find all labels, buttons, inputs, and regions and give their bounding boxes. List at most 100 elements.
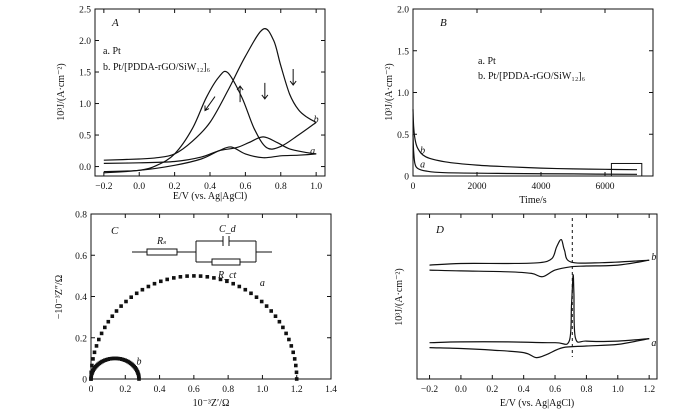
- panel-c-point-a: [254, 295, 259, 299]
- panel-c-point-a: [192, 274, 196, 278]
- panel-d-xtick-label: 1.2: [643, 385, 655, 395]
- equivalent-circuit: [132, 236, 272, 266]
- panel-d-series-a-cathodic: [429, 338, 650, 359]
- panel-c-xtick-label: 0.2: [119, 385, 131, 395]
- panel-c-xtick-label: 1.2: [291, 385, 303, 395]
- panel-c-point-a: [114, 309, 119, 313]
- panel-c-point-a: [231, 281, 235, 286]
- panel-a-ylabel: 10³J/(A·cm⁻²): [56, 63, 67, 120]
- panel-c-xtick-label: 0.6: [188, 385, 200, 395]
- panel-a-frame: [94, 8, 326, 177]
- panel-c-xlabel: 10⁻³Z′/Ω: [193, 398, 230, 409]
- panel-d-xlabel: E/V (vs. Ag|AgCl): [500, 398, 574, 409]
- panel-c-ytick-label: 0.8: [75, 211, 87, 221]
- panel-b-legend-b: b. Pt/[PDDA-rGO/SiW₁₂]₆: [478, 71, 586, 82]
- panel-c-point-a: [243, 287, 248, 292]
- panel-a-series-a-cathodic: [103, 146, 317, 173]
- panel-b-xtick-label: 6000: [596, 182, 615, 192]
- panel-a-xtick-label: −0.2: [95, 182, 112, 192]
- panel-c-point-a: [294, 370, 299, 375]
- panel-c-point-a: [284, 331, 288, 336]
- panel-a-xtick-label: 0.8: [275, 182, 287, 192]
- circuit-rs-resistor: [146, 248, 178, 256]
- panel-c-point-a: [287, 337, 291, 342]
- panel-a-xtick-label: 0.6: [239, 182, 251, 192]
- panel-c-point-a: [205, 275, 210, 279]
- panel-b-ytick-label: 1.0: [397, 89, 409, 99]
- panel-c-curve-label-b: b: [137, 357, 142, 368]
- panel-c-xtick-label: 1.0: [256, 385, 268, 395]
- panel-b-ytick-label: 1.5: [397, 47, 409, 57]
- panel-c-curve-label-a: a: [260, 278, 265, 289]
- panel-c-point-a: [294, 377, 299, 381]
- panel-b-zoom-box: [610, 162, 643, 177]
- panel-c-point-a: [129, 295, 133, 299]
- panel-c-ytick-label: 0.4: [75, 293, 87, 303]
- panel-b-ytick-label: 2.0: [397, 6, 409, 16]
- panel-a: A a. Pt b. Pt/[PDDA-rGO/SiW₁₂]₆ −0.2 0.0 0…: [56, 6, 326, 202]
- panel-c-point-a: [273, 314, 278, 318]
- panel-a-scan-arrow: [289, 69, 297, 86]
- panel-d-curves: [429, 218, 650, 359]
- panel-a-ytick-label: 1.0: [79, 100, 91, 110]
- panel-c-curves: [89, 274, 299, 381]
- panel-b-xtick-label: 2000: [468, 182, 487, 192]
- panel-c-point-a: [110, 314, 115, 318]
- panel-c-point-a: [146, 284, 151, 289]
- panel-b-ytick-label: 0: [404, 173, 409, 183]
- panel-d-frame: [416, 213, 658, 380]
- panel-c-point-a: [291, 350, 295, 355]
- panel-c-point-a: [91, 357, 95, 361]
- panel-a-scan-arrow: [236, 85, 244, 103]
- panel-c-point-a: [134, 291, 139, 296]
- panel-b-legend-a: a. Pt: [478, 56, 496, 67]
- panel-c-point-a: [225, 279, 229, 284]
- panel-c-point-a: [212, 276, 216, 280]
- panel-a-legend-a: a. Pt: [103, 46, 121, 57]
- panel-a-ytick-label: 0.5: [79, 132, 91, 142]
- panel-b-curve-label-b: b: [420, 145, 425, 156]
- panel-b: B a. Pt b. Pt/[PDDA-rGO/SiW₁₂]₆ 0 2000 400…: [384, 6, 654, 206]
- panel-d-curve-label-a: a: [651, 338, 656, 349]
- panel-d-ylabel: 10³J/(A·cm⁻²): [394, 268, 405, 325]
- panel-c-frame: [90, 213, 332, 380]
- panel-c-point-a: [178, 275, 183, 279]
- panel-a-ytick-label: 0.0: [79, 163, 91, 173]
- panel-a-curve-labels: ab: [310, 114, 319, 157]
- panel-b-xtick-label: 0: [411, 182, 416, 192]
- panel-c-point-a: [99, 331, 104, 336]
- circuit-rct-label: R_ct: [217, 270, 237, 281]
- panel-a-ytick-label: 1.5: [79, 69, 91, 79]
- panel-c-point-a: [140, 287, 145, 292]
- panel-c-point-a: [124, 299, 128, 304]
- panel-d-xtick-label: 0.4: [518, 385, 530, 395]
- panel-a-ticks: −0.2 0.0 0.2 0.4 0.6 0.8 1.0 0.0 0.5 1.0 1.5 2.0 2.5: [79, 6, 325, 192]
- panel-a-xtick-label: 1.0: [310, 182, 322, 192]
- panel-a-series-b-cathodic: [103, 70, 317, 174]
- panel-b-series-b: [412, 109, 638, 171]
- circuit-rct-resistor: [211, 258, 241, 266]
- panel-c-ytick-label: 0: [82, 376, 87, 386]
- panel-b-curves: [412, 109, 643, 177]
- panel-a-series-a-anodic: [103, 136, 317, 164]
- panel-d: D −0.2 0.0 0.2 0.4 0.6 0.8 1.0 1.2 ba E/V (vs. …: [394, 213, 658, 409]
- panel-c-ytick-label: 0.2: [75, 334, 87, 344]
- panel-a-legend-b: b. Pt/[PDDA-rGO/SiW₁₂]₆: [103, 62, 211, 73]
- circuit-rs-label: Rₛ: [156, 236, 166, 247]
- panel-c-point-a: [172, 276, 176, 280]
- panel-d-xtick-label: −0.2: [421, 385, 438, 395]
- panel-c-letter: C: [111, 225, 119, 237]
- panel-c-point-a: [94, 344, 99, 348]
- panel-d-series-a-anodic: [429, 274, 650, 345]
- panel-c-point-b: [137, 377, 141, 381]
- panel-c-ticks: 0 0.2 0.4 0.6 0.8 1.0 1.2 1.4 0 0.2 0.4 0.6 0.8: [75, 211, 337, 396]
- panel-c-point-a: [281, 325, 285, 330]
- panel-c-point-a: [289, 344, 294, 348]
- panel-d-xtick-label: 0.0: [455, 385, 467, 395]
- panel-a-xtick-label: 0.2: [169, 182, 181, 192]
- panel-c-point-a: [90, 363, 94, 368]
- panel-c-point-a: [259, 299, 264, 304]
- panel-c-point-a: [119, 304, 123, 308]
- panel-b-ticks: 0 2000 4000 6000 0 0.5 1.0 1.5 2.0: [397, 6, 653, 192]
- panel-d-xtick-label: 0.2: [486, 385, 498, 395]
